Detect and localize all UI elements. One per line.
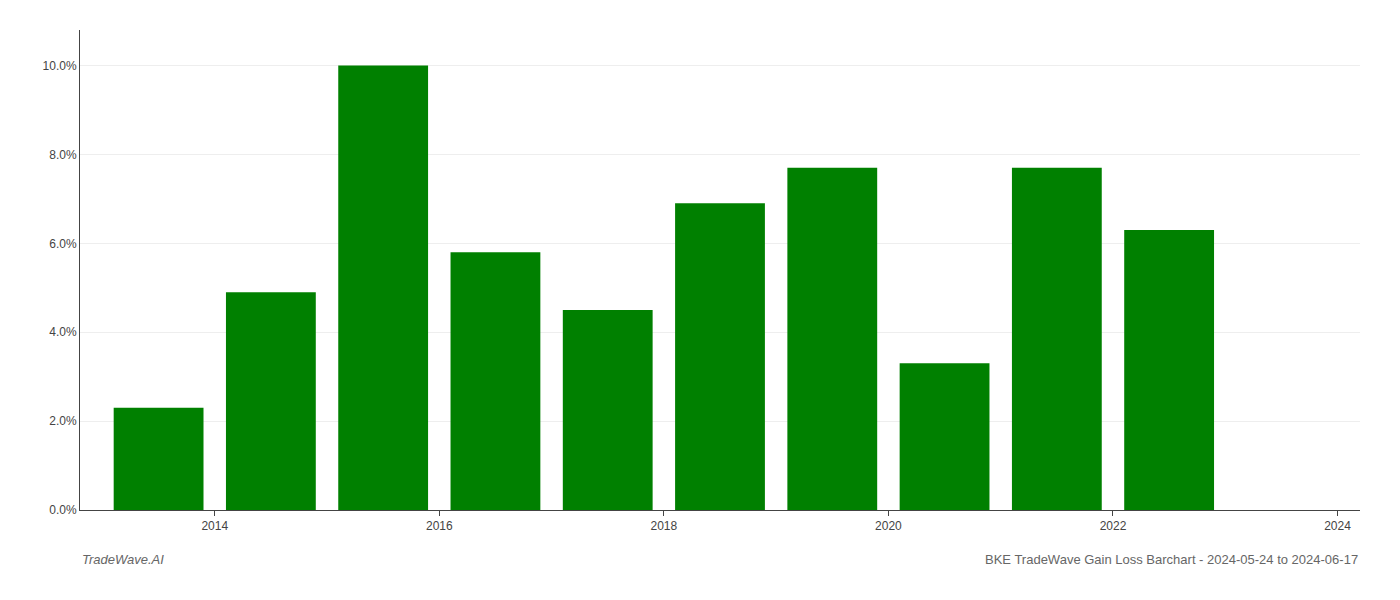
svg-text:4.0%: 4.0%: [49, 325, 77, 339]
svg-text:2016: 2016: [426, 519, 453, 533]
svg-text:6.0%: 6.0%: [49, 237, 77, 251]
svg-text:TradeWave.AI: TradeWave.AI: [82, 552, 164, 567]
svg-text:2.0%: 2.0%: [49, 414, 77, 428]
svg-text:2018: 2018: [651, 519, 678, 533]
svg-text:2024: 2024: [1324, 519, 1351, 533]
svg-text:10.0%: 10.0%: [43, 59, 77, 73]
svg-text:0.0%: 0.0%: [49, 503, 77, 517]
svg-text:2020: 2020: [875, 519, 902, 533]
svg-text:BKE TradeWave Gain Loss Barcha: BKE TradeWave Gain Loss Barchart - 2024-…: [985, 552, 1358, 567]
svg-text:2014: 2014: [201, 519, 228, 533]
svg-text:2022: 2022: [1100, 519, 1127, 533]
svg-text:8.0%: 8.0%: [49, 148, 77, 162]
